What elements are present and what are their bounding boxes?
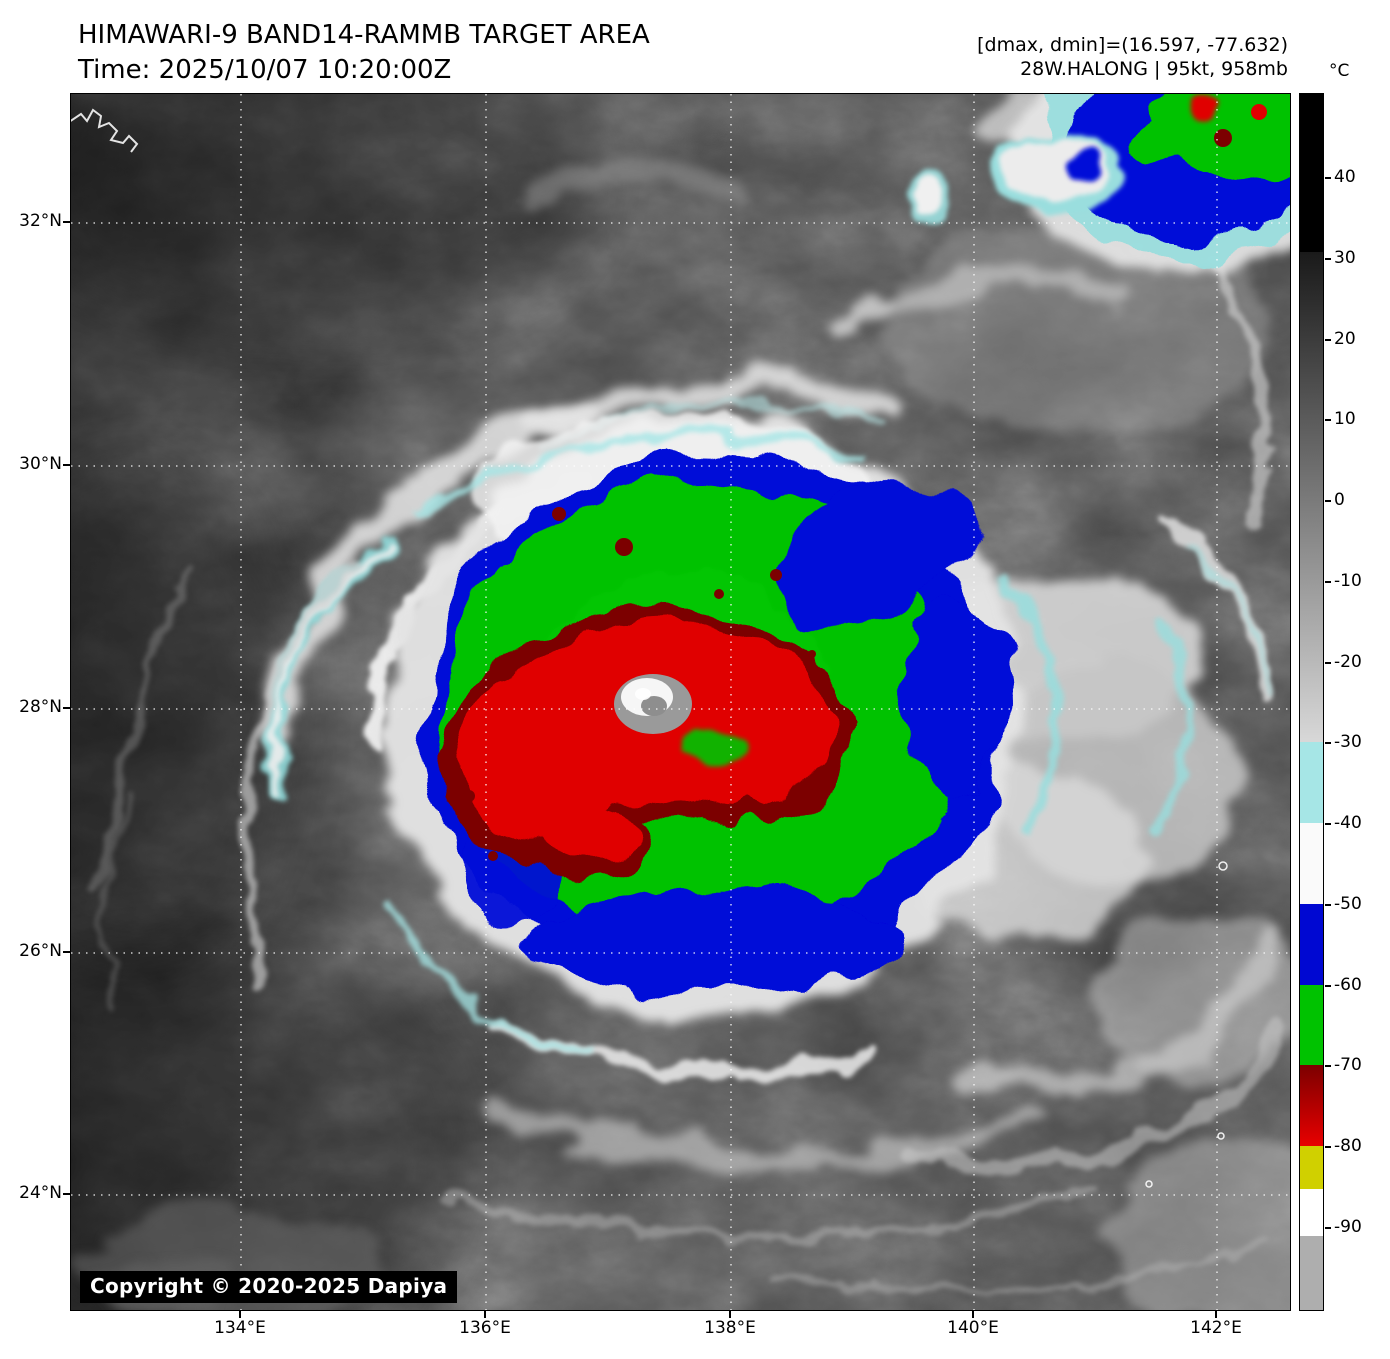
lon-label: 142°E — [1190, 1318, 1242, 1338]
axis-tick — [1215, 1311, 1217, 1318]
satellite-image — [71, 94, 1290, 1310]
colorbar-tick-label: -20 — [1334, 652, 1362, 672]
blue-intrusion-ne — [776, 480, 982, 612]
lat-label: 32°N — [19, 211, 62, 231]
cyan-fringe-southwest — [381, 897, 594, 1061]
colorbar-tick — [1325, 742, 1331, 744]
axis-tick — [63, 464, 70, 466]
colorbar-tick — [1325, 1065, 1331, 1067]
axis-tick — [63, 1193, 70, 1195]
cyan-fringe-east — [998, 572, 1063, 839]
lat-label: 30°N — [19, 454, 62, 474]
colorbar-tick — [1325, 985, 1331, 987]
temperature-colorbar — [1299, 93, 1324, 1311]
colorbar-tick-label: -40 — [1334, 813, 1362, 833]
colorbar-tick-label: -80 — [1334, 1136, 1362, 1156]
coastline — [71, 108, 139, 153]
blue-band-south — [525, 892, 901, 992]
colorbar-tick-label: -60 — [1334, 975, 1362, 995]
lon-label: 138°E — [704, 1318, 756, 1338]
dark-red-speckles — [463, 507, 816, 861]
colorbar-tick-label: 0 — [1334, 490, 1345, 510]
axis-tick — [63, 707, 70, 709]
axis-tick — [972, 1311, 974, 1318]
colorbar-tick — [1325, 1146, 1331, 1148]
timestamp: Time: 2025/10/07 10:20:00Z — [78, 55, 452, 85]
graticule — [71, 94, 1290, 1310]
colorbar-tick — [1325, 339, 1331, 341]
colorbar-tick-label: 30 — [1334, 248, 1356, 268]
colorbar-unit: °C — [1329, 61, 1350, 81]
axis-tick — [239, 1311, 241, 1318]
colorbar-tick-label: -90 — [1334, 1217, 1362, 1237]
copyright-badge: Copyright © 2020-2025 Dapiya — [80, 1271, 458, 1303]
storm-readout: 28W.HALONG | 95kt, 958mb — [1020, 58, 1288, 80]
axis-tick — [63, 221, 70, 223]
lon-label: 136°E — [459, 1318, 511, 1338]
typhoon — [381, 414, 1063, 1061]
lat-label: 28°N — [19, 697, 62, 717]
colorbar-tick-label: 40 — [1334, 167, 1356, 187]
header-right: [dmax, dmin]=(16.597, -77.632) 28W.HALON… — [977, 33, 1288, 81]
cyan-fringe-north — [403, 430, 868, 523]
colorbar-tick — [1325, 904, 1331, 906]
colorbar-tick-label: -50 — [1334, 894, 1362, 914]
axis-tick — [484, 1311, 486, 1318]
page-title: HIMAWARI-9 BAND14-RAMMB TARGET AREA — [78, 20, 650, 50]
colorbar-tick-label: -30 — [1334, 732, 1362, 752]
colorbar-tick — [1325, 1227, 1331, 1229]
axis-tick — [729, 1311, 731, 1318]
colorbar-tick — [1325, 258, 1331, 260]
colorbar-tick — [1325, 823, 1331, 825]
typhoon-eye — [614, 674, 692, 734]
colorbar-tick — [1325, 581, 1331, 583]
blue-intrusion-east — [899, 604, 1015, 788]
colorbar-tick-label: 20 — [1334, 329, 1356, 349]
colorbar-tick — [1325, 500, 1331, 502]
colorbar-tick — [1325, 662, 1331, 664]
satellite-map: Copyright © 2020-2025 Dapiya — [70, 93, 1291, 1311]
colorbar-tick — [1325, 419, 1331, 421]
colorbar-tick-label: 10 — [1334, 409, 1356, 429]
lon-label: 140°E — [947, 1318, 999, 1338]
lat-label: 24°N — [19, 1183, 62, 1203]
colorbar-tick-label: -70 — [1334, 1055, 1362, 1075]
lon-label: 134°E — [214, 1318, 266, 1338]
colorbar-tick-label: -10 — [1334, 571, 1362, 591]
ne-convective-cluster — [908, 94, 1290, 274]
lat-label: 26°N — [19, 941, 62, 961]
island-outlines — [1145, 861, 1228, 1188]
dmax-dmin-readout: [dmax, dmin]=(16.597, -77.632) — [977, 34, 1288, 56]
axis-tick — [63, 951, 70, 953]
colorbar-tick — [1325, 177, 1331, 179]
